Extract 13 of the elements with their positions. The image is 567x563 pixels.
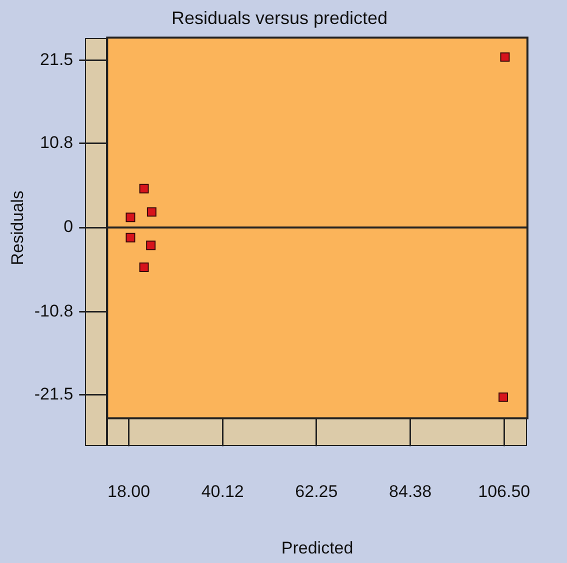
x-tick-label: 84.38 (389, 482, 432, 502)
x-tick-label: 62.25 (295, 482, 338, 502)
chart-title: Residuals versus predicted (171, 8, 388, 28)
x-tick-label: 106.50 (478, 482, 530, 502)
y-tick-label: 10.8 (40, 133, 74, 152)
y-tick-label: 0 (64, 217, 74, 236)
y-tick-label: 21.5 (40, 50, 74, 69)
y-axis-title: Residuals (8, 190, 27, 266)
y-tick-label: -21.5 (34, 384, 74, 404)
y-tick-label: -10.8 (34, 301, 74, 320)
x-tick-label: 18.00 (108, 482, 150, 502)
x-tick-label: 40.12 (201, 482, 244, 502)
x-axis-title: Predicted (281, 538, 354, 558)
